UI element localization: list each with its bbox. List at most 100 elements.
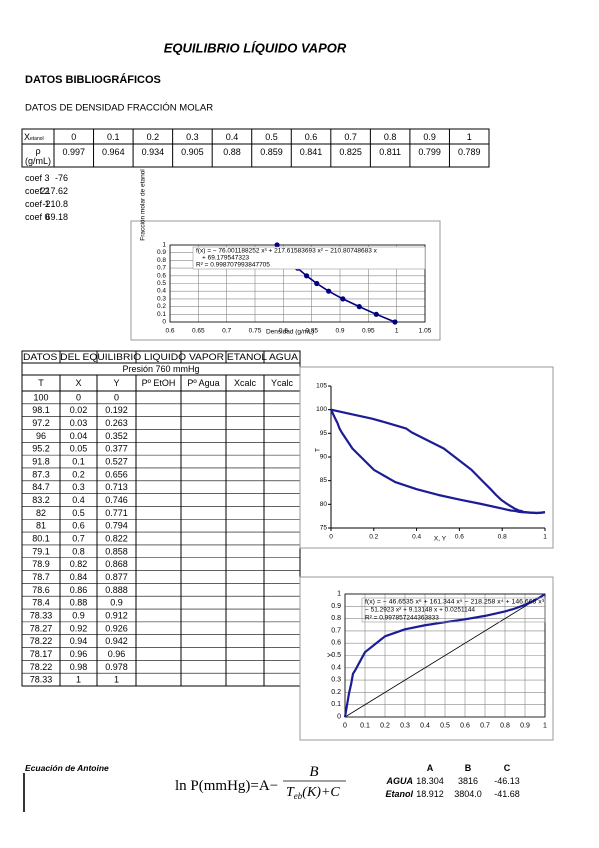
table-cell: 98.1 (32, 405, 50, 415)
chart: 75 80 85 90 95 100 105 0 0.2 0.4 0.6 0.8 1 X, Y T (299, 366, 554, 549)
table-cell: 0 (76, 392, 81, 402)
table-cell: 87.3 (32, 469, 50, 479)
table-cell: 0.5 (265, 132, 278, 142)
row-header: ρ (35, 146, 40, 156)
table-cell: 0.858 (105, 546, 128, 556)
chart: 0 0.1 0.2 0.3 0.4 0.5 0.6 0.7 0.8 0.9 1 0 0.1 0.2 0.3 0… (299, 576, 554, 741)
y-tick-label: 1 (162, 242, 166, 249)
table-cell: 0.934 (142, 147, 165, 157)
data-point (356, 304, 362, 310)
x-tick-label: 0.4 (420, 723, 430, 730)
denominator-subscript: eb (294, 791, 303, 801)
table-cell: 0.88 (70, 598, 88, 608)
y-tick-label: 0.7 (331, 627, 341, 634)
y-tick-label: 0.8 (157, 257, 166, 264)
coef-label: coef 1 (25, 199, 50, 209)
data-line (343, 593, 546, 718)
section-title: DATOS BIBLIOGRÁFICOS (25, 73, 161, 86)
table-cell: 78.9 (32, 559, 50, 569)
coef-label: coef 3 (25, 173, 50, 183)
y-tick-label: 0.7 (157, 265, 166, 272)
table-cell: 0.92 (70, 623, 88, 633)
table-cell: 0.868 (105, 559, 128, 569)
annotation-box (361, 597, 546, 623)
x-tick-label: 0 (329, 534, 333, 541)
table-cell: 0.1 (72, 457, 85, 467)
table-cell: 0.799 (418, 147, 441, 157)
table-cell: 0.746 (105, 495, 128, 505)
table-cell: 95.2 (32, 444, 50, 454)
y-tick-label: 1 (337, 591, 341, 598)
table-cell: 78.22 (30, 636, 53, 646)
table-cell: 0.2 (147, 132, 160, 142)
y-tick-label: 0.4 (157, 288, 166, 295)
table-cell: 0.926 (105, 623, 128, 633)
table-subtitle: Presión 760 mmHg (122, 364, 199, 374)
trendline-equation: + 69.179547323 (202, 255, 250, 262)
chart: 00.10.20.30.40.50.60.70.80.910.6 0.65 0.7 0… (130, 169, 441, 341)
table-cell: 78.27 (30, 623, 53, 633)
reference-line (344, 593, 546, 718)
trendline-equation: − 51.2923 x² + 9.13148 x + 0.0251144 (365, 607, 475, 614)
y-tick-label: 0.6 (157, 272, 166, 279)
column-header: Pº Agua (187, 378, 219, 388)
x-tick-label: 0.7 (222, 328, 231, 335)
table-cell: 0.9 (110, 598, 123, 608)
y-tick-label: 80 (320, 501, 328, 508)
coef-value: -76 (55, 173, 68, 183)
y-tick-label: 105 (316, 383, 327, 390)
table-cell: 0.02 (70, 405, 88, 415)
x-tick-label: 0.65 (192, 328, 205, 335)
table-cell: 78.17 (30, 649, 53, 659)
x-tick-label: 0.85 (305, 328, 318, 335)
y-axis-label: Y (328, 652, 335, 657)
formula-denominator: Teb(K)+C (286, 785, 340, 802)
x-tick-label: 0.3 (400, 723, 410, 730)
table-cell: 1 (467, 132, 472, 142)
table-cell: 0.964 (102, 147, 125, 157)
table-cell: 0.3 (72, 482, 85, 492)
row-header: Xetanol (24, 132, 44, 142)
table-cell: 0.2 (72, 469, 85, 479)
table-cell: 0.7 (344, 132, 357, 142)
table-cell: 0.8 (72, 546, 85, 556)
y-tick-label: 0 (162, 319, 166, 326)
x-tick-label: 0.9 (335, 328, 344, 335)
column-header: Ycalc (271, 378, 294, 388)
column-header: X (75, 378, 81, 388)
table-cell: 0.352 (105, 431, 128, 441)
y-tick-label: 85 (320, 477, 328, 484)
table-cell: 80.1 (32, 534, 50, 544)
table-cell: 0.03 (70, 418, 88, 428)
table-cell: 1 (114, 675, 119, 685)
table-cell: 0.822 (105, 534, 128, 544)
table-cell: 0.859 (260, 147, 283, 157)
table-cell: 83.2 (32, 495, 50, 505)
constant-header: C (504, 763, 511, 773)
table-cell: 78.6 (32, 585, 50, 595)
x-tick-label: 0.8 (500, 723, 510, 730)
section-label: Ecuación de Antoine (25, 763, 109, 773)
y-tick-label: 0.6 (331, 640, 341, 647)
y-tick-label: 0.5 (157, 280, 166, 287)
x-tick-label: 1 (543, 723, 547, 730)
constant-row-label: AGUA (386, 776, 414, 786)
table-cell: 78.4 (32, 598, 50, 608)
table-cell: 0.811 (379, 147, 401, 157)
trendline-equation: f(x) = − 76.001188252 x³ + 217.61583693 … (196, 248, 378, 255)
x-axis-label: Densidad (g/mL) (266, 329, 314, 336)
page-title: EQUILIBRIO LÍQUIDO VAPOR (164, 41, 347, 56)
table-cell: 91.8 (32, 457, 50, 467)
table-cell: 0.04 (70, 431, 88, 441)
table-cell: 0.825 (339, 147, 362, 157)
y-axis-label: Fracción molar de etanol (140, 169, 147, 241)
data-line (330, 408, 546, 515)
trendline-equation: R² = 0.998707993847705 (196, 262, 270, 269)
table-cell: 0.9 (72, 610, 85, 620)
constant-value: 18.304 (416, 776, 444, 786)
data-point (392, 319, 398, 325)
table-cell: 0.9 (423, 132, 436, 142)
table-cell: 0.912 (105, 610, 128, 620)
denominator-base: T (286, 785, 295, 800)
